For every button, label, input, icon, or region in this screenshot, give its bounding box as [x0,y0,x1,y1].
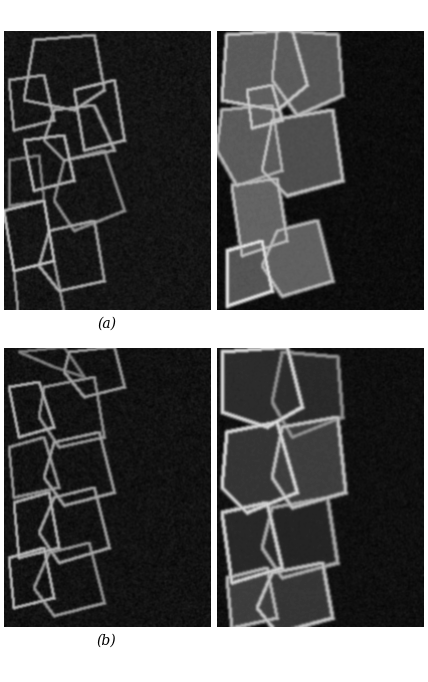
Text: (b): (b) [97,634,116,648]
Text: (a): (a) [97,317,116,331]
